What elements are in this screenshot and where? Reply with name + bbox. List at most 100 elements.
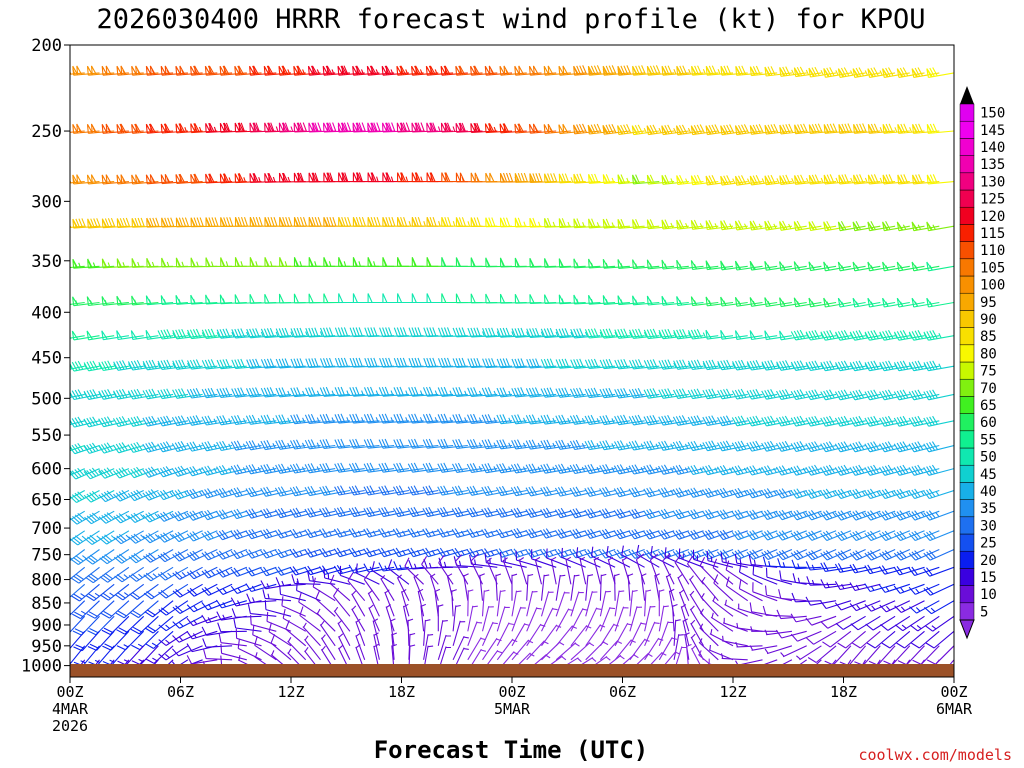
wind-barb-glyph [573,294,601,305]
chart-title: 2026030400 HRRR forecast wind profile (k… [96,4,925,35]
wind-barb-glyph [411,122,439,133]
wind-barb-glyph [555,608,574,632]
wind-barb-glyph [352,122,380,133]
wind-barb [690,260,719,270]
wind-barb-glyph [511,327,542,338]
wind-barb-glyph [70,510,100,525]
wind-barb [323,122,350,133]
wind-barb [511,387,542,398]
wind-barb-glyph [823,174,851,185]
wind-barb [70,392,85,399]
wind-barb-glyph [526,607,542,632]
wind-barb [880,615,911,631]
wind-barb [555,358,586,369]
wind-barb-glyph [364,327,395,338]
wind-barb [231,358,262,370]
wind-barb-glyph [352,293,380,304]
terrain-surface [70,664,954,677]
wind-barb-glyph [837,221,866,232]
wind-barb [896,630,925,649]
wind-barb [219,122,247,133]
wind-barb [525,548,557,559]
wind-barb-glyph [467,358,498,368]
wind-barb-glyph [278,293,306,304]
wind-barb [231,387,262,398]
wind-barb [101,600,130,619]
wind-barb-glyph [334,413,365,424]
wind-barb-glyph [72,296,100,307]
wind-barb [102,630,130,651]
wind-barb [101,217,129,229]
wind-barb-glyph [525,387,557,398]
wind-barb [526,358,557,369]
wind-barb-glyph [175,173,203,184]
colorbar-swatch [959,138,975,156]
wind-barb [793,66,822,78]
wind-barb [245,387,277,398]
wind-barb [279,584,306,602]
wind-barb-glyph [752,582,778,602]
wind-barb [481,589,490,617]
wind-barb-glyph [837,261,866,272]
wind-barb [128,510,159,523]
wind-barb-glyph [455,293,483,304]
wind-barb [142,415,174,427]
wind-barb [808,123,837,135]
wind-barb-glyph [705,174,734,186]
wind-barb-glyph [146,217,174,228]
wind-barb-glyph [749,645,778,651]
wind-barb [382,122,409,133]
wind-barb-glyph [540,439,571,450]
wind-barb-glyph [761,509,793,521]
wind-barb [820,615,852,629]
wind-barb [144,615,174,634]
wind-barb-glyph [175,257,203,268]
wind-barb-glyph [673,634,684,660]
wind-barb-glyph [702,359,734,371]
wind-barb-glyph [764,330,792,341]
wind-barb [422,462,454,473]
wind-barb [882,261,910,272]
wind-barb [712,558,734,585]
wind-barb-glyph [254,635,277,661]
wind-barb-glyph [908,360,940,372]
wind-barb [275,439,306,450]
wind-barb [157,510,189,522]
wind-barb-glyph [234,216,262,227]
wind-barb [72,296,100,307]
wind-barb-glyph [186,566,218,580]
wind-barb-glyph [893,330,925,341]
wind-barb-glyph [426,293,454,304]
wind-barb-glyph [496,590,506,617]
wind-barb-glyph [245,440,277,451]
wind-barb-glyph [602,65,630,76]
wind-barb [175,295,203,305]
wind-barb-glyph [677,574,690,601]
wind-barb-glyph [541,624,562,647]
wind-barb [260,358,292,369]
wind-barb [466,438,498,450]
wind-barb [87,630,115,651]
wind-barb [526,327,557,339]
wind-barb-glyph [675,124,704,136]
wind-barb-glyph [293,65,321,76]
wind-barb-glyph [455,172,483,183]
wind-barb [70,265,85,269]
wind-barb [820,330,851,341]
wind-barb-glyph [334,357,365,368]
y-axis: 2002503003504004505005506006507007508008… [21,36,70,677]
wind-barb [101,296,129,306]
wind-barb-glyph [246,358,277,369]
wind-barb [849,330,881,341]
wind-barb-glyph [72,615,100,636]
wind-barb [216,440,247,452]
wind-barb-glyph [643,529,675,540]
wind-barb [720,653,748,661]
wind-barb-glyph [87,630,115,651]
wind-barb-glyph [452,413,483,424]
wind-barb [734,260,763,271]
wind-barb-glyph [867,174,896,185]
wind-barb-glyph [734,175,763,186]
wind-barb-glyph [113,489,144,502]
wind-barb-glyph [393,386,424,397]
